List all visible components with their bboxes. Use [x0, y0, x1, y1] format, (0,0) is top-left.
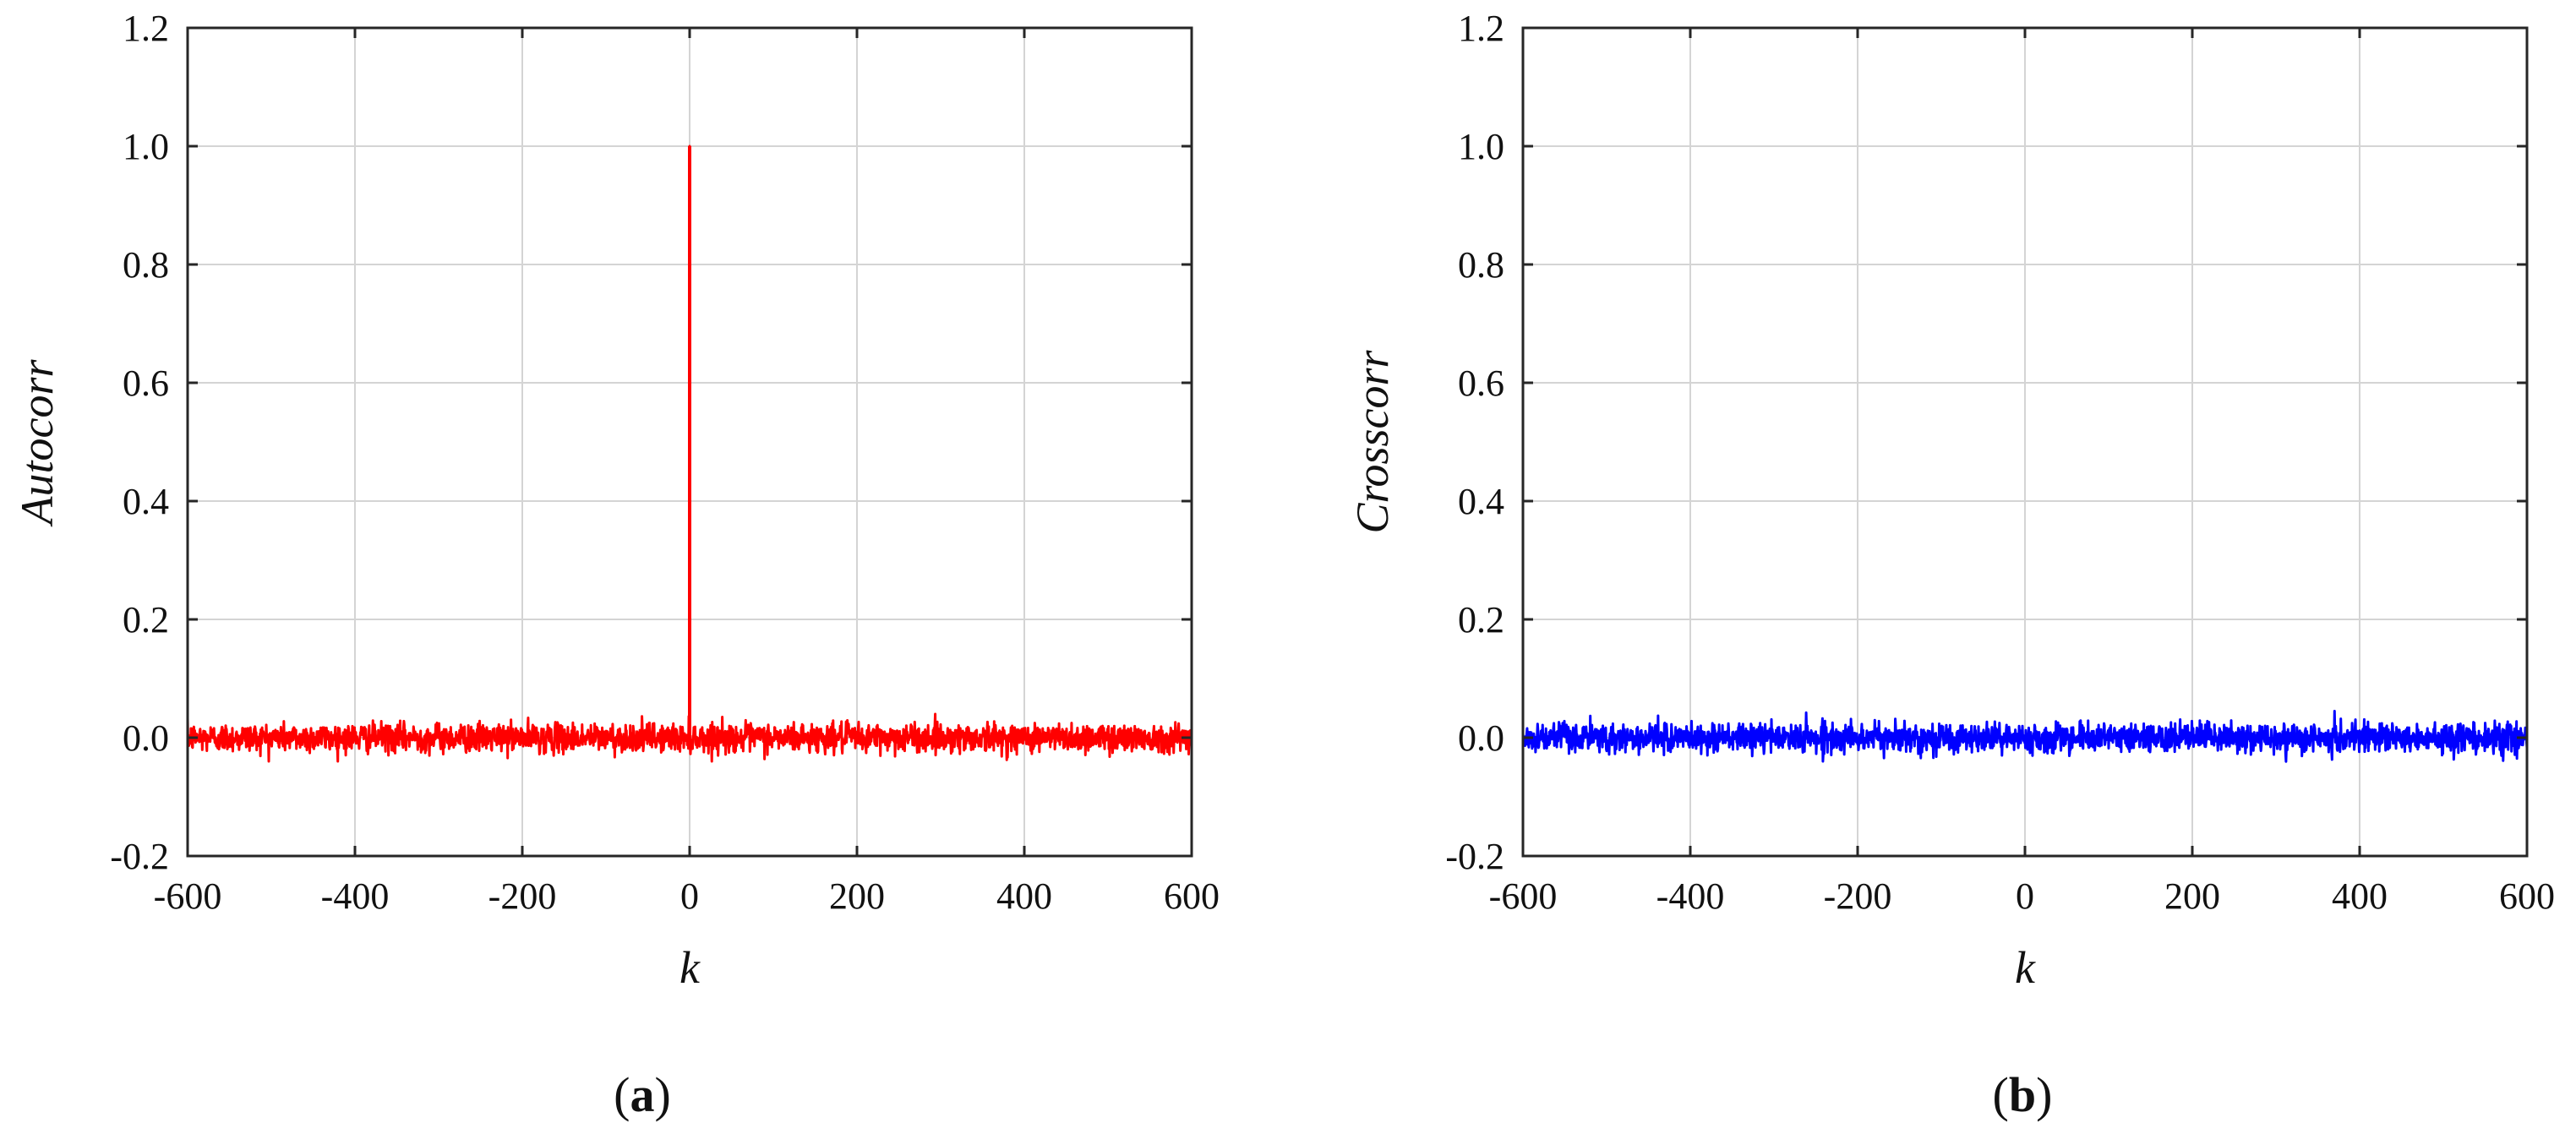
- panel-a-y-tick-labels: -0.2 0.0 0.2 0.4 0.6 0.8 1.0 1.2: [110, 8, 169, 877]
- y-tick-label: 0.6: [123, 363, 169, 404]
- y-tick-label: 1.0: [123, 126, 169, 167]
- y-tick-label: -0.2: [110, 836, 169, 877]
- y-tick-label: 0.0: [123, 717, 169, 759]
- x-tick-label: 0: [680, 875, 699, 917]
- panel-a-chart: -600 -400 -200 0 200 400 600 -0.2 0.0 0.2 0.4 0.6 0…: [12, 8, 1220, 1122]
- y-tick-label: 0.8: [123, 244, 169, 286]
- y-tick-label: -0.2: [1445, 836, 1504, 877]
- y-tick-label: 0.8: [1458, 244, 1504, 286]
- panel-a-series: [186, 144, 1193, 763]
- x-tick-label: 0: [2016, 875, 2034, 917]
- y-tick-label: 0.2: [123, 599, 169, 641]
- x-tick-label: 600: [2499, 875, 2555, 917]
- panel-b-x-tick-labels: -600 -400 -200 0 200 400 600: [1489, 875, 2555, 917]
- panel-b-ticks: [1521, 26, 2529, 858]
- panel-a-y-axis-label: Autocorr: [12, 359, 63, 527]
- x-tick-label: -600: [154, 875, 222, 917]
- y-tick-label: 0.0: [1458, 717, 1504, 759]
- y-tick-label: 1.2: [123, 8, 169, 49]
- panel-a-x-axis-label: k: [679, 942, 701, 993]
- panel-b-chart: -600 -400 -200 0 200 400 600 -0.2 0.0 0.2 0.4 0.6 0…: [1347, 8, 2555, 1122]
- x-tick-label: -600: [1489, 875, 1558, 917]
- panel-a-ticks: [186, 26, 1193, 858]
- series-line: [1521, 710, 2529, 763]
- panel-b-label: (b): [1993, 1067, 2053, 1122]
- panel-a-label: (a): [614, 1067, 671, 1122]
- y-tick-label: 0.2: [1458, 599, 1504, 641]
- x-tick-label: -200: [488, 875, 557, 917]
- x-tick-label: -400: [321, 875, 390, 917]
- y-tick-label: 0.6: [1458, 363, 1504, 404]
- y-tick-label: 0.4: [123, 481, 169, 522]
- x-tick-label: -200: [1824, 875, 1892, 917]
- x-tick-label: 200: [829, 875, 885, 917]
- panel-b-series: [1521, 710, 2529, 763]
- x-tick-label: -400: [1656, 875, 1725, 917]
- x-tick-label: 400: [996, 875, 1052, 917]
- x-tick-label: 400: [2332, 875, 2388, 917]
- panel-b-y-axis-label: Crosscorr: [1347, 349, 1398, 533]
- y-tick-label: 1.0: [1458, 126, 1504, 167]
- panel-b-x-axis-label: k: [2015, 942, 2036, 993]
- y-tick-label: 1.2: [1458, 8, 1504, 49]
- panel-a-x-tick-labels: -600 -400 -200 0 200 400 600: [154, 875, 1220, 917]
- x-tick-label: 600: [1164, 875, 1220, 917]
- y-tick-label: 0.4: [1458, 481, 1504, 522]
- panel-b-y-tick-labels: -0.2 0.0 0.2 0.4 0.6 0.8 1.0 1.2: [1445, 8, 1504, 877]
- x-tick-label: 200: [2164, 875, 2220, 917]
